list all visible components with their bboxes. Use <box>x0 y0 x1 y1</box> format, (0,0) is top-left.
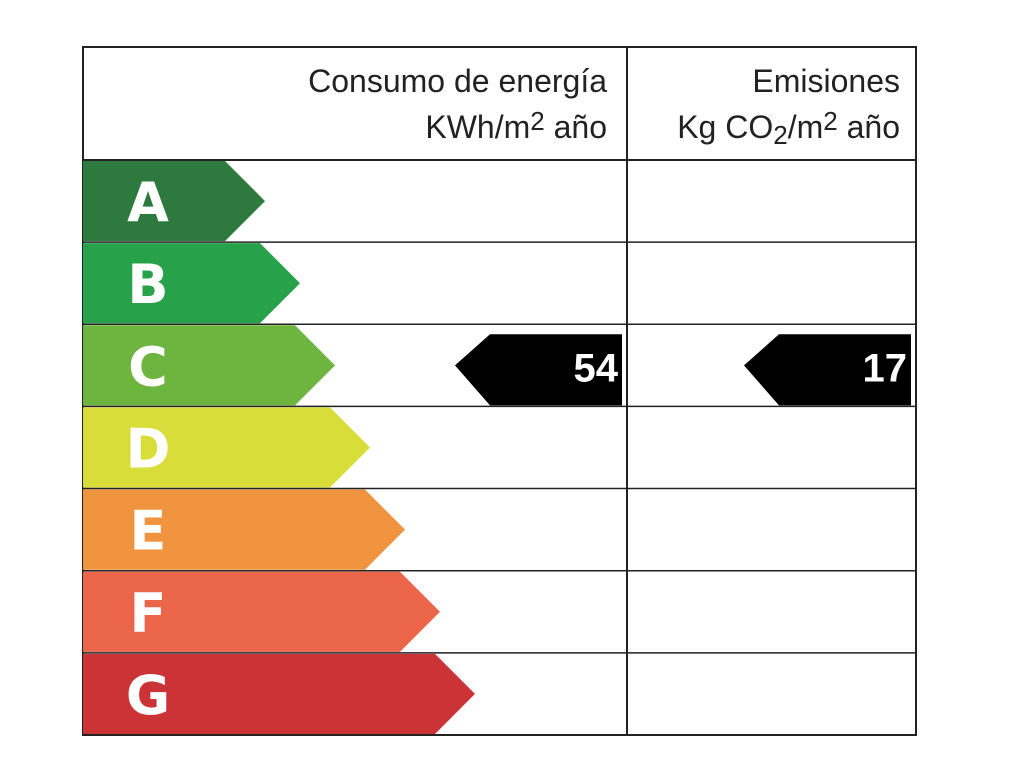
unit-digit: 2 <box>773 120 787 150</box>
rating-arrow <box>83 243 300 324</box>
rating-arrow <box>83 653 475 734</box>
rating-letter: E <box>130 500 167 563</box>
unit-text: /m <box>788 109 824 145</box>
indicator-arrow <box>455 334 622 406</box>
rating-letter: F <box>130 582 167 645</box>
rating-arrow <box>83 571 440 652</box>
column-unit: Kg CO2/m2 año <box>677 106 900 150</box>
indicator-value: 54 <box>574 346 619 390</box>
unit-digit: 2 <box>530 106 544 136</box>
rating-arrow <box>83 325 335 406</box>
unit-text: año <box>545 109 607 145</box>
rating-arrow <box>83 489 405 570</box>
unit-text: Kg CO <box>677 109 773 145</box>
rating-arrow <box>83 407 370 488</box>
column-title: Emisiones <box>752 63 900 99</box>
rating-letter: C <box>128 335 168 398</box>
rating-letter: G <box>126 664 170 727</box>
indicator-value: 17 <box>863 346 908 390</box>
indicator-arrow <box>744 334 911 406</box>
rating-letter: B <box>127 253 168 316</box>
unit-digit: 2 <box>823 106 837 136</box>
rating-letter: A <box>127 171 169 234</box>
column-title: Consumo de energía <box>308 63 607 99</box>
unit-text: año <box>838 109 900 145</box>
column-unit: KWh/m2 año <box>425 106 607 145</box>
unit-text: KWh/m <box>425 109 530 145</box>
rating-letter: D <box>126 417 171 480</box>
rating-arrow <box>83 161 265 242</box>
